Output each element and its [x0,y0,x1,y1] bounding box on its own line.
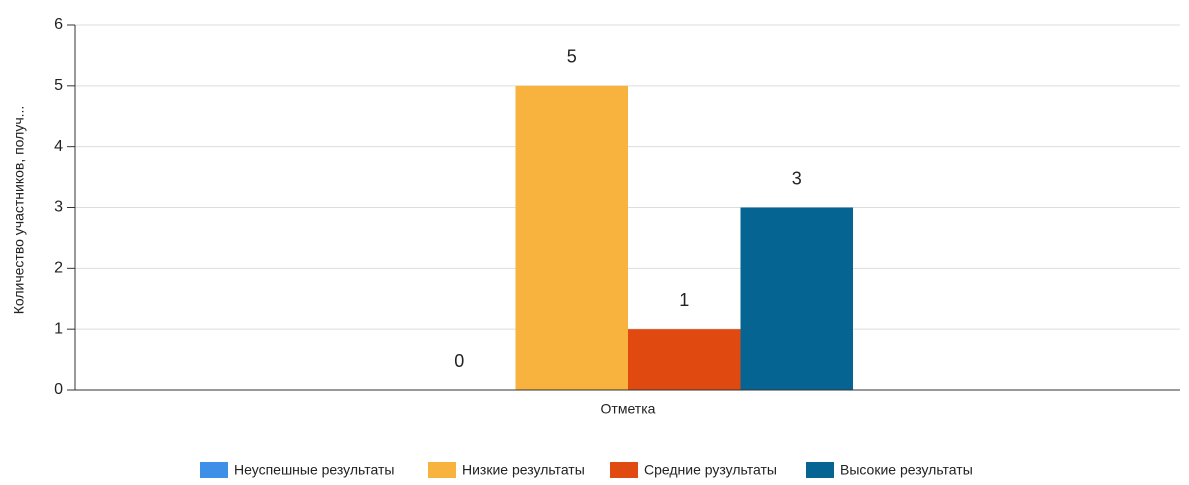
legend-swatch [200,462,228,478]
data-label: 5 [567,47,577,67]
y-axis-label: Количество участников, получ... [11,106,27,315]
y-tick-label: 4 [54,138,63,155]
y-tick-label: 0 [54,381,63,398]
bar [740,207,853,390]
data-label: 1 [679,290,689,310]
legend-swatch [806,462,834,478]
legend-swatch [610,462,638,478]
bar [515,85,628,390]
legend-swatch [428,462,456,478]
legend-label: Неуспешные результаты [234,462,394,478]
y-tick-label: 5 [54,77,63,94]
y-tick-label: 2 [54,260,63,277]
x-tick-label: Отметка [601,401,656,417]
data-label: 3 [792,168,802,188]
bar [628,329,741,390]
legend-label: Средние рузультаты [644,462,777,478]
data-label: 0 [454,351,464,371]
legend-label: Высокие результаты [840,462,973,478]
y-tick-label: 1 [54,320,63,337]
y-tick-label: 3 [54,199,63,216]
y-tick-label: 6 [54,16,63,33]
legend-label: Низкие результаты [462,462,585,478]
